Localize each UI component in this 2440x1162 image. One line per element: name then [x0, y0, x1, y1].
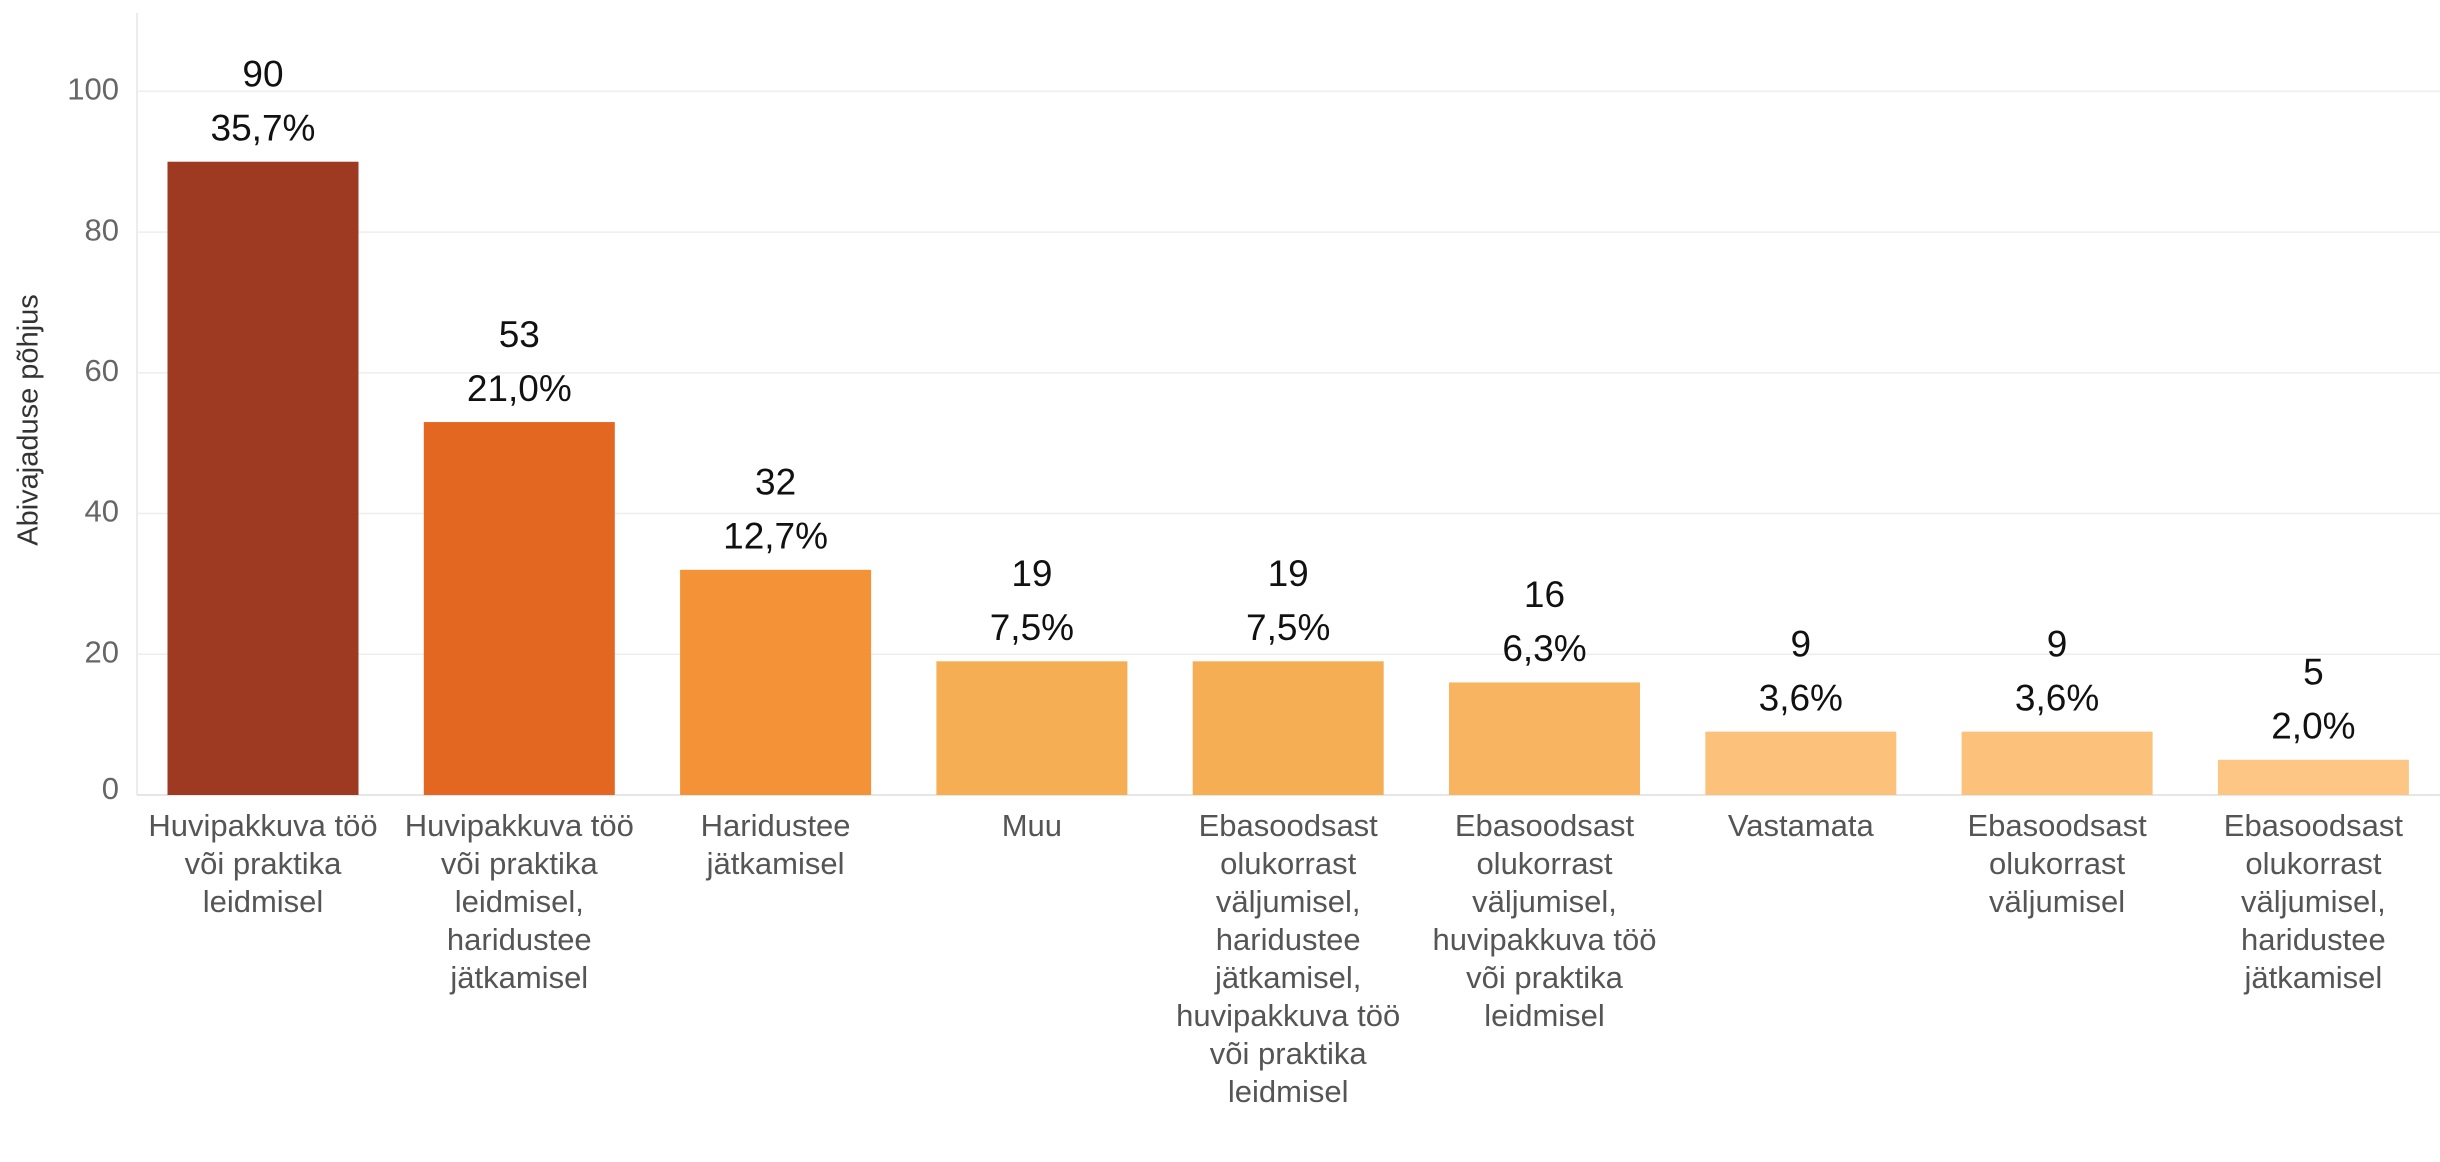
- data-label: 16: [1524, 574, 1565, 615]
- bar: [1961, 731, 2153, 795]
- percent-label: 3,6%: [1759, 677, 1843, 718]
- data-label: 53: [499, 314, 540, 355]
- y-tick-label: 80: [85, 212, 119, 247]
- bar: [1192, 661, 1384, 795]
- bar: [936, 661, 1128, 795]
- x-tick-label: Haridustee jätkamisel: [700, 808, 851, 881]
- data-label: 9: [2047, 623, 2068, 664]
- x-tick-label: Ebasoodsast olukorrast väljumisel, harid…: [1176, 808, 1401, 1109]
- y-tick-label: 100: [67, 72, 119, 107]
- data-label: 32: [755, 462, 796, 503]
- percent-label: 2,0%: [2271, 706, 2355, 747]
- x-tick-label: Muu: [1001, 808, 1063, 843]
- data-label: 5: [2303, 652, 2324, 693]
- data-label: 90: [242, 54, 283, 95]
- data-label: 9: [1791, 623, 1812, 664]
- y-tick-label: 60: [85, 353, 119, 388]
- percent-label: 7,5%: [990, 607, 1074, 648]
- percent-label: 7,5%: [1246, 607, 1330, 648]
- percent-label: 35,7%: [211, 108, 316, 149]
- bar: [1449, 682, 1640, 795]
- y-tick-label: 20: [85, 634, 119, 669]
- y-tick-label: 0: [102, 771, 119, 806]
- x-tick-label: Ebasoodsast olukorrast väljumisel, harid…: [2223, 808, 2403, 995]
- percent-label: 21,0%: [467, 368, 572, 409]
- y-tick-label: 40: [85, 494, 119, 529]
- bar: [167, 161, 359, 795]
- bar: [680, 569, 872, 795]
- x-tick-label: Huvipakkuva töö või praktika leidmisel: [148, 808, 378, 919]
- y-axis-title: Abivajaduse põhjus: [13, 294, 45, 546]
- data-label: 19: [1268, 553, 1309, 594]
- percent-label: 6,3%: [1502, 628, 1586, 669]
- percent-label: 3,6%: [2015, 677, 2099, 718]
- bar: [423, 422, 615, 795]
- bar: [2217, 759, 2409, 795]
- x-tick-label: Ebasoodsast olukorrast väljumisel, huvip…: [1432, 808, 1657, 1033]
- x-tick-label: Huvipakkuva töö või praktika leidmisel, …: [404, 808, 634, 995]
- bar: [1705, 731, 1897, 795]
- x-tick-label: Vastamata: [1727, 808, 1874, 843]
- data-label: 19: [1011, 553, 1052, 594]
- x-tick-label: Ebasoodsast olukorrast väljumisel: [1967, 808, 2147, 919]
- percent-label: 12,7%: [723, 516, 828, 557]
